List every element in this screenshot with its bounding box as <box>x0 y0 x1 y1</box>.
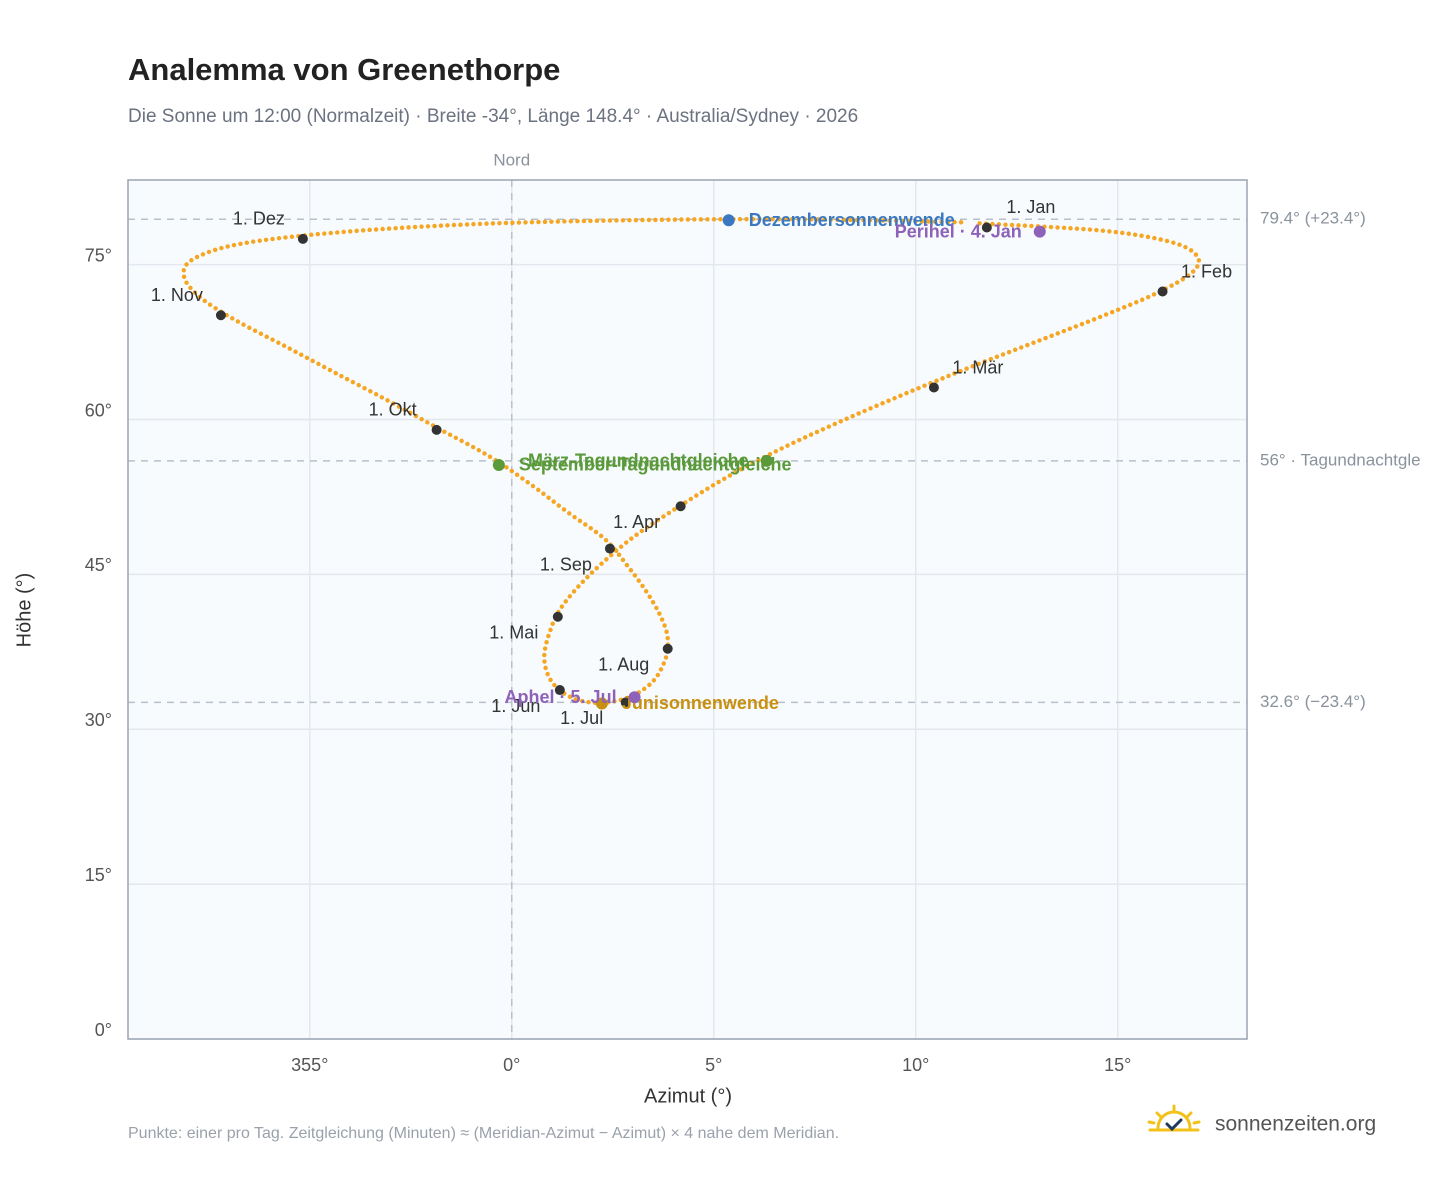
x-tick-label: 0° <box>503 1055 520 1075</box>
event-label: März-Tagundnachtgleiche <box>528 451 749 471</box>
month-label: 1. Sep <box>540 554 592 574</box>
brand-logo <box>1147 1104 1201 1132</box>
event-label: Dezembersonnenwende <box>749 210 955 230</box>
reference-label: 56° · Tagundnachtgle <box>1260 450 1421 469</box>
month-label: 1. Nov <box>151 285 203 305</box>
event-marker <box>1033 225 1046 238</box>
event-label: September-Tagundnachtgleiche <box>519 455 792 475</box>
event-marker <box>722 214 735 227</box>
chart-title: Analemma von Greenethorpe <box>128 52 560 87</box>
x-tick-label: 15° <box>1104 1055 1131 1075</box>
month-label: 1. Feb <box>1181 261 1232 281</box>
y-axis-label: Höhe (°) <box>13 573 35 648</box>
x-tick-label: 10° <box>902 1055 929 1075</box>
event-marker <box>595 697 608 710</box>
x-tick-label: 355° <box>291 1055 328 1075</box>
y-tick-label: 15° <box>85 865 112 885</box>
month-marker <box>554 685 565 696</box>
brand-name: sonnenzeiten.org <box>1215 1113 1376 1136</box>
event-marker <box>492 458 505 471</box>
month-marker <box>620 697 631 708</box>
month-marker <box>928 382 939 393</box>
reference-label: 79.4° (+23.4°) <box>1260 209 1366 228</box>
plot-area <box>128 180 1247 1039</box>
month-label: 1. Dez <box>233 209 285 229</box>
month-marker <box>431 424 442 435</box>
month-marker <box>1157 286 1168 297</box>
month-label: 1. Mär <box>952 357 1003 377</box>
y-tick-label: 30° <box>85 710 112 730</box>
y-tick-label: 75° <box>85 245 112 265</box>
reference-label: 32.6° (−23.4°) <box>1260 692 1366 711</box>
month-marker <box>662 643 673 654</box>
y-tick-label: 0° <box>95 1020 112 1040</box>
month-label: 1. Mai <box>489 622 538 642</box>
month-marker <box>552 611 563 622</box>
month-label: 1. Jan <box>1006 197 1055 217</box>
meridian-label: Nord <box>493 150 530 169</box>
month-marker <box>604 543 615 554</box>
chart-subtitle: Die Sonne um 12:00 (Normalzeit) · Breite… <box>128 106 858 127</box>
month-marker <box>215 310 226 321</box>
event-label: Junisonnenwende <box>622 693 779 713</box>
event-marker <box>628 691 641 704</box>
y-tick-label: 60° <box>85 400 112 420</box>
x-axis-label: Azimut (°) <box>644 1085 732 1107</box>
month-marker <box>297 233 308 244</box>
plot-border <box>127 179 1248 1040</box>
month-label: 1. Okt <box>369 400 417 420</box>
event-label: Aphel · 5. Jul <box>505 687 617 707</box>
x-tick-label: 5° <box>705 1055 722 1075</box>
month-marker <box>675 501 686 512</box>
y-tick-label: 45° <box>85 555 112 575</box>
month-label: 1. Apr <box>613 512 660 532</box>
month-label: 1. Jun <box>491 696 540 716</box>
event-label: Perihel · 4. Jan <box>895 221 1022 241</box>
month-marker <box>981 222 992 233</box>
analemma-points <box>181 216 1202 706</box>
event-marker <box>760 454 773 467</box>
month-label: 1. Aug <box>598 654 649 674</box>
month-label: 1. Jul <box>560 708 603 728</box>
footnote: Punkte: einer pro Tag. Zeitgleichung (Mi… <box>128 1125 839 1142</box>
